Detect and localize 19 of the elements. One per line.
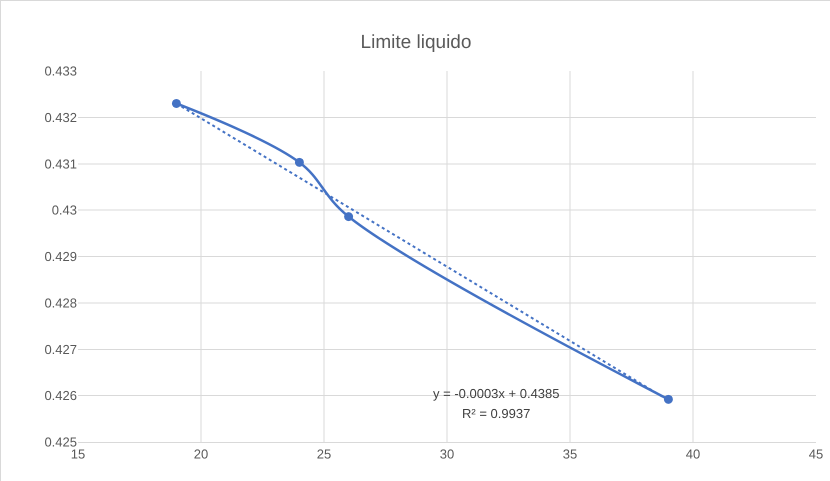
y-tick-label: 0.433 xyxy=(44,64,77,79)
y-tick-label: 0.432 xyxy=(44,110,77,125)
x-tick-label: 35 xyxy=(562,446,578,462)
point xyxy=(294,158,304,167)
y-tick-label: 0.431 xyxy=(44,156,77,172)
x-tick-label: 40 xyxy=(686,446,700,462)
y-tick-label: 0.429 xyxy=(44,249,77,264)
x-tick-label: 45 xyxy=(808,446,824,462)
point xyxy=(344,212,354,222)
annotation: y = -0.0003x + 0.4385 xyxy=(433,386,560,401)
x-tick-label: 30 xyxy=(440,446,454,462)
x-tick-label: 20 xyxy=(194,446,208,462)
y-tick-label: 0.43 xyxy=(52,202,77,218)
x-tick-label: 25 xyxy=(316,446,332,462)
annotation: R² = 0.9937 xyxy=(462,406,530,421)
y-tick-label: 0.426 xyxy=(44,388,77,404)
chart-title: Limite liquido xyxy=(360,32,472,53)
y-tick-label: 0.428 xyxy=(44,295,77,310)
y-tick-label: 0.427 xyxy=(44,342,77,357)
